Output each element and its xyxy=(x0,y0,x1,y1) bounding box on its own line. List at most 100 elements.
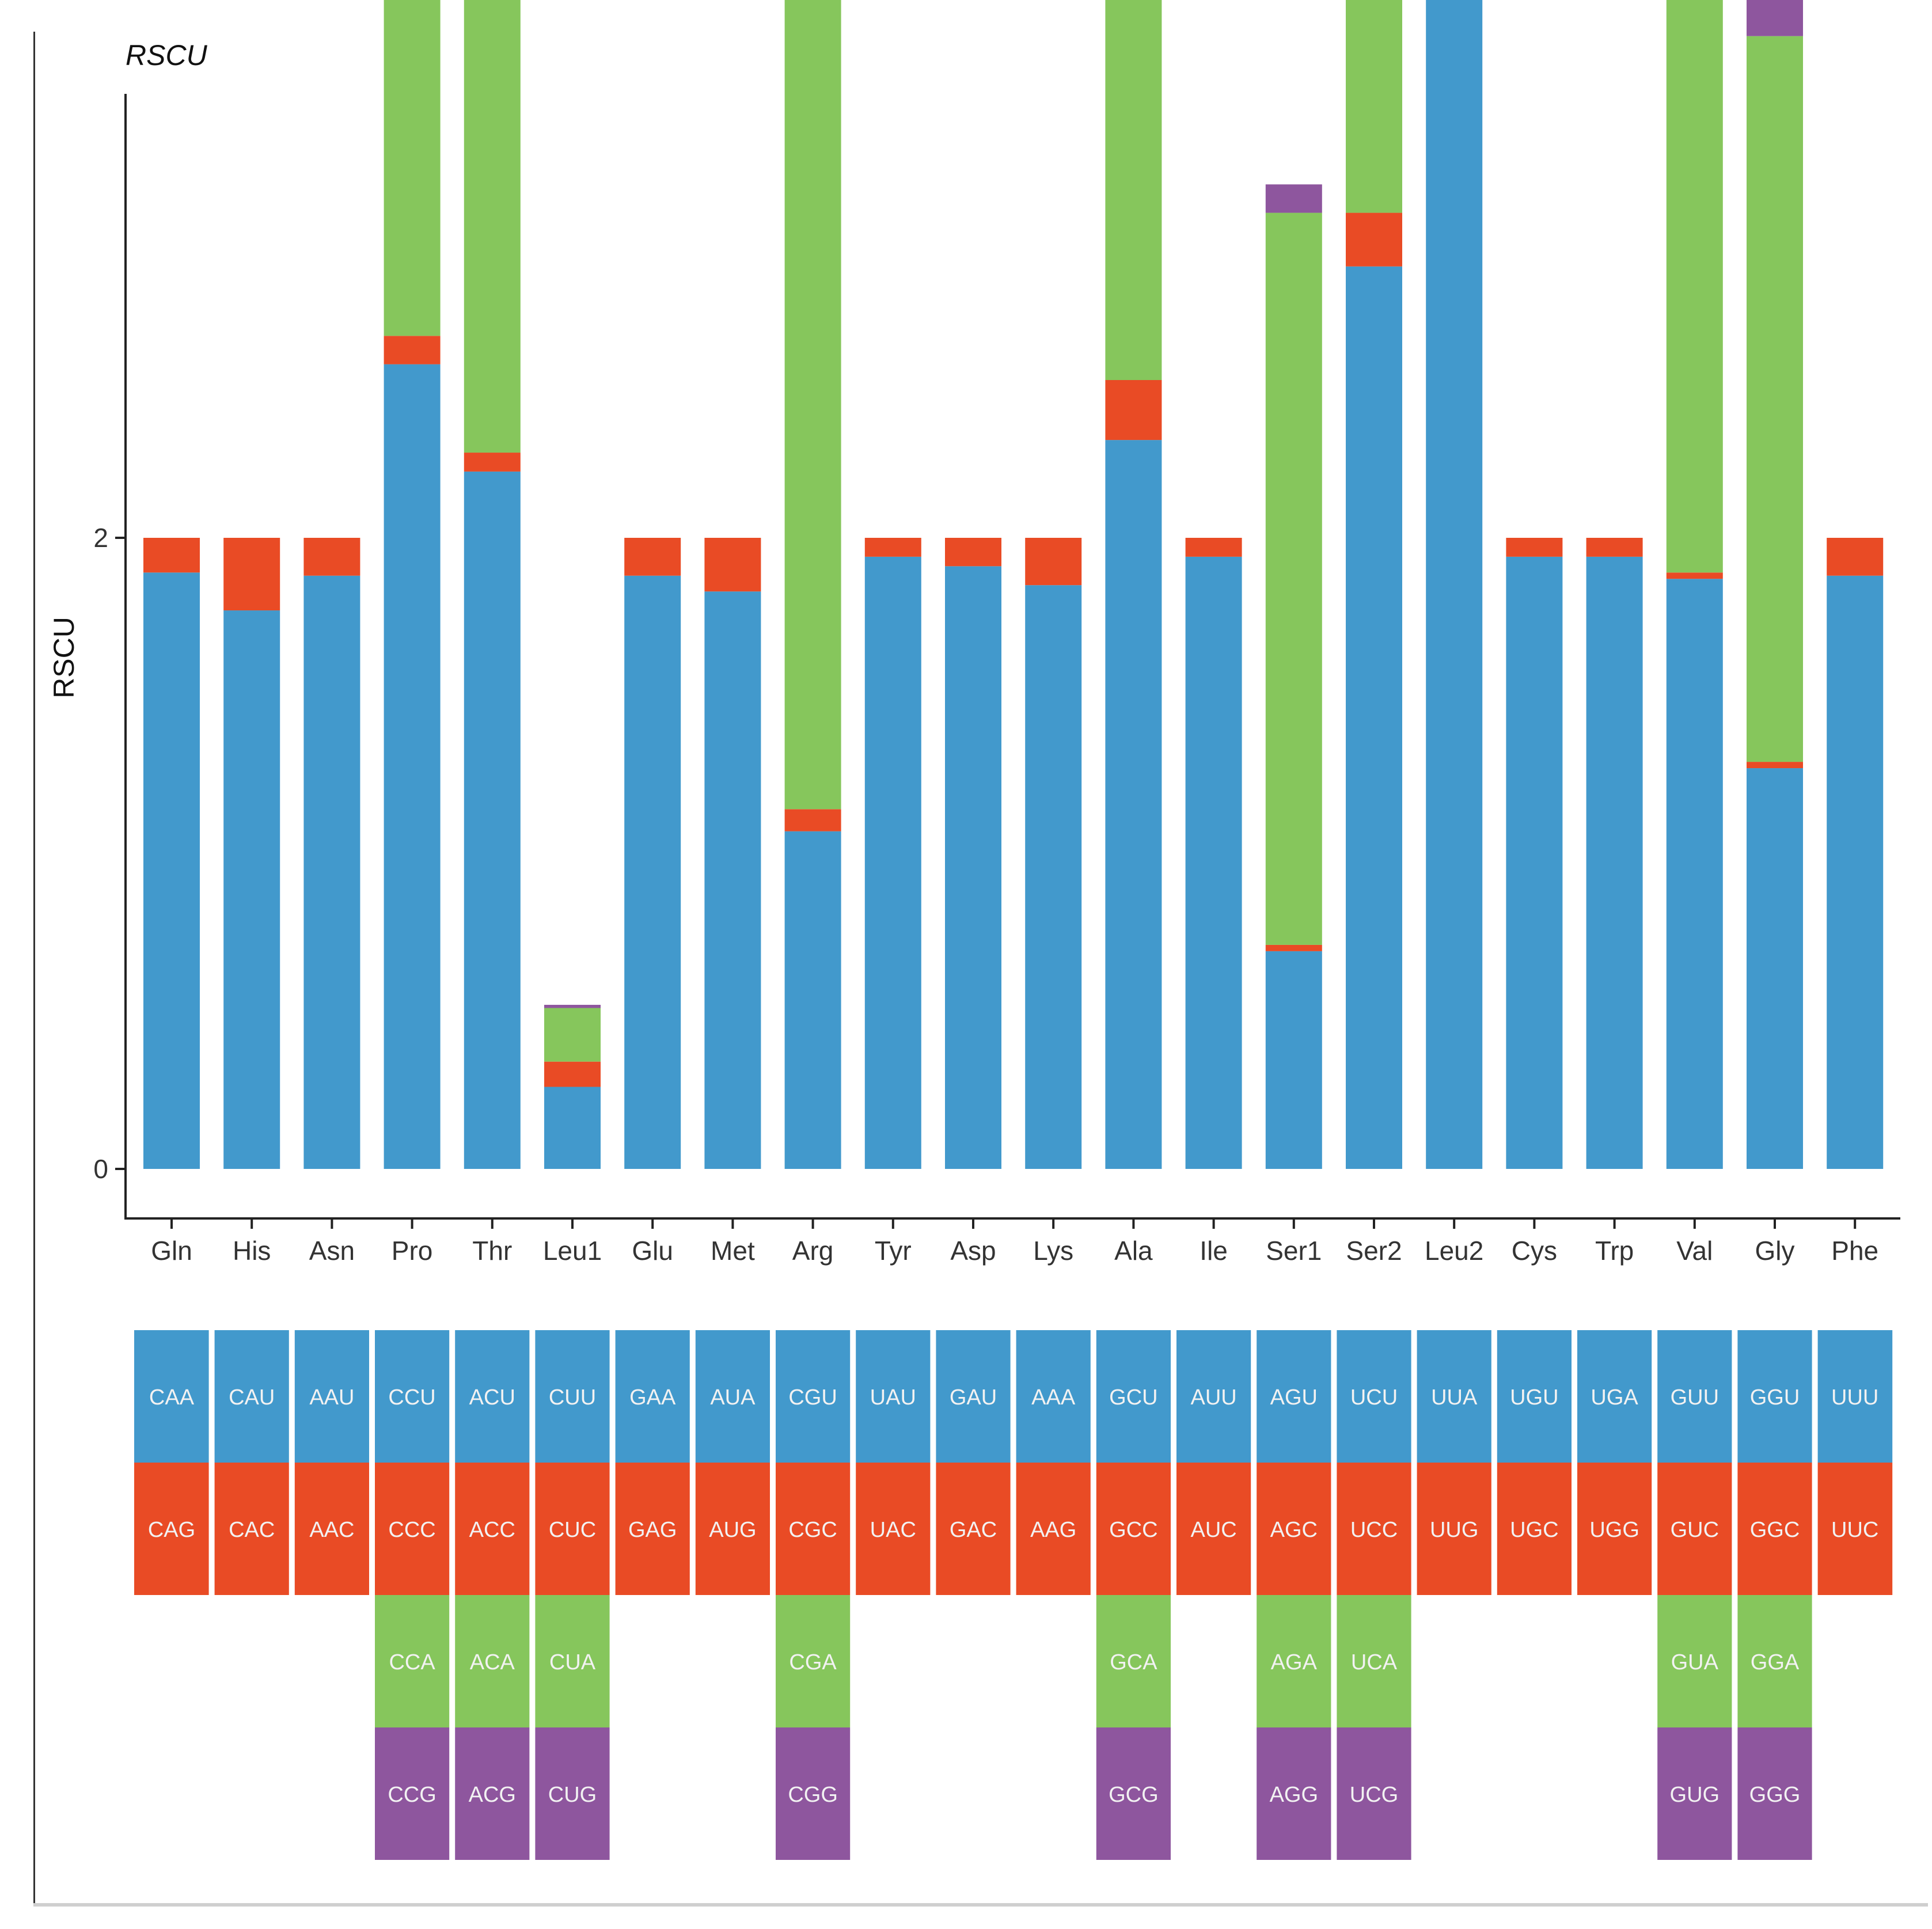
codon-cell xyxy=(1176,1463,1251,1595)
x-tick-label: Asp xyxy=(950,1236,996,1266)
codon-label: CUG xyxy=(548,1783,597,1807)
codon-cell xyxy=(1817,1463,1893,1595)
codon-label: CAC xyxy=(229,1518,275,1542)
bar-segment xyxy=(1747,36,1803,762)
bar-segment xyxy=(544,1005,601,1008)
codon-cell xyxy=(1737,1463,1812,1595)
bar-segment xyxy=(784,809,841,831)
codon-label: CUU xyxy=(549,1385,596,1410)
codon-label: GAU xyxy=(950,1385,997,1410)
bar-segment xyxy=(143,538,200,573)
codon-cell xyxy=(1337,1727,1411,1860)
codon-cell xyxy=(936,1330,1011,1463)
bar-segment xyxy=(464,453,521,472)
codon-label: GCG xyxy=(1109,1783,1159,1807)
x-tick-label: Tyr xyxy=(875,1236,912,1266)
codon-label: AGU xyxy=(1270,1385,1318,1410)
y-tick-label: 0 xyxy=(93,1154,108,1184)
codon-cell xyxy=(454,1727,530,1860)
bar-segment xyxy=(864,556,921,1169)
codon-cell xyxy=(535,1727,610,1860)
codon-label: CGC xyxy=(788,1518,837,1542)
codon-cell xyxy=(775,1727,851,1860)
bar-segment xyxy=(303,538,360,576)
codon-cell xyxy=(775,1463,851,1595)
bar-segment xyxy=(1025,538,1082,586)
codon-cell xyxy=(1016,1463,1091,1595)
codon-label: AAU xyxy=(309,1385,354,1410)
codon-cell xyxy=(374,1595,450,1727)
codon-label: UUA xyxy=(1431,1385,1478,1410)
bar-segment xyxy=(544,1008,601,1062)
codon-label: CCA xyxy=(389,1650,435,1674)
codon-separator xyxy=(1171,1330,1176,1866)
bar-segment xyxy=(1025,585,1082,1169)
codon-separator xyxy=(1491,1330,1497,1866)
bar-segment xyxy=(1265,951,1322,1169)
codon-label: UUU xyxy=(1831,1385,1878,1410)
codon-separator xyxy=(1732,1330,1738,1866)
x-tick-label: Gly xyxy=(1755,1236,1795,1266)
codon-cell xyxy=(1657,1330,1732,1463)
bar-segment xyxy=(1105,0,1162,381)
codon-cell xyxy=(374,1330,450,1463)
codon-separator xyxy=(1010,1330,1016,1866)
bar-segment xyxy=(303,575,360,1169)
bar-segment xyxy=(1426,0,1483,1169)
codon-cell xyxy=(1657,1595,1732,1727)
codon-label: CGU xyxy=(788,1385,837,1410)
codon-cell xyxy=(294,1463,370,1595)
codon-cell xyxy=(454,1330,530,1463)
codon-cell xyxy=(1497,1463,1572,1595)
x-tick-label: His xyxy=(233,1236,271,1266)
codon-label: GAA xyxy=(629,1385,676,1410)
codon-label: AUG xyxy=(709,1518,756,1542)
bar-segment xyxy=(1185,538,1242,557)
bar-segment xyxy=(1747,0,1803,36)
codon-label: AUC xyxy=(1190,1518,1236,1542)
bar-segment xyxy=(1346,266,1402,1169)
codon-cell xyxy=(1417,1463,1492,1595)
codon-cell xyxy=(294,1330,370,1463)
codon-cell xyxy=(1016,1330,1091,1463)
codon-label: ACC xyxy=(469,1518,515,1542)
bar-segment xyxy=(544,1087,601,1169)
codon-cell xyxy=(1417,1330,1492,1463)
codon-cell xyxy=(1096,1727,1171,1860)
codon-label: CGG xyxy=(788,1783,838,1807)
x-tick-label: Trp xyxy=(1595,1236,1634,1266)
bar-segment xyxy=(864,538,921,557)
bar-segment xyxy=(1827,575,1884,1169)
codon-label: ACA xyxy=(470,1650,515,1674)
bar-segment xyxy=(624,538,681,576)
bar-segment xyxy=(464,0,521,453)
codon-cell xyxy=(1256,1463,1331,1595)
codon-cell xyxy=(1657,1463,1732,1595)
codon-label: CCU xyxy=(388,1385,435,1410)
codon-separator xyxy=(609,1330,616,1866)
codon-label: UAC xyxy=(870,1518,916,1542)
bar-segment xyxy=(1265,212,1322,945)
bar-segment xyxy=(1265,944,1322,951)
codon-cell xyxy=(1176,1330,1251,1463)
codon-cell xyxy=(1817,1330,1893,1463)
codon-cell xyxy=(1497,1330,1572,1463)
x-tick-label: Phe xyxy=(1831,1236,1878,1266)
codon-cell xyxy=(374,1727,450,1860)
codon-label: CAU xyxy=(229,1385,275,1410)
codon-label: GUC xyxy=(1671,1518,1719,1542)
codon-cell xyxy=(134,1330,209,1463)
bar-segment xyxy=(1346,0,1402,213)
bar-segment xyxy=(945,538,1001,567)
codon-cell xyxy=(1256,1727,1331,1860)
bar-segment xyxy=(624,575,681,1169)
codon-separator xyxy=(369,1330,375,1866)
y-axis-label: RSCU xyxy=(48,617,80,698)
codon-label: AGG xyxy=(1270,1783,1318,1807)
bar-segment xyxy=(1586,556,1643,1169)
bar-segment xyxy=(1506,556,1563,1169)
codon-label: CAA xyxy=(149,1385,195,1410)
codon-label: AUA xyxy=(710,1385,756,1410)
page-border-left xyxy=(33,32,35,1903)
x-tick-label: Ser2 xyxy=(1346,1236,1402,1266)
